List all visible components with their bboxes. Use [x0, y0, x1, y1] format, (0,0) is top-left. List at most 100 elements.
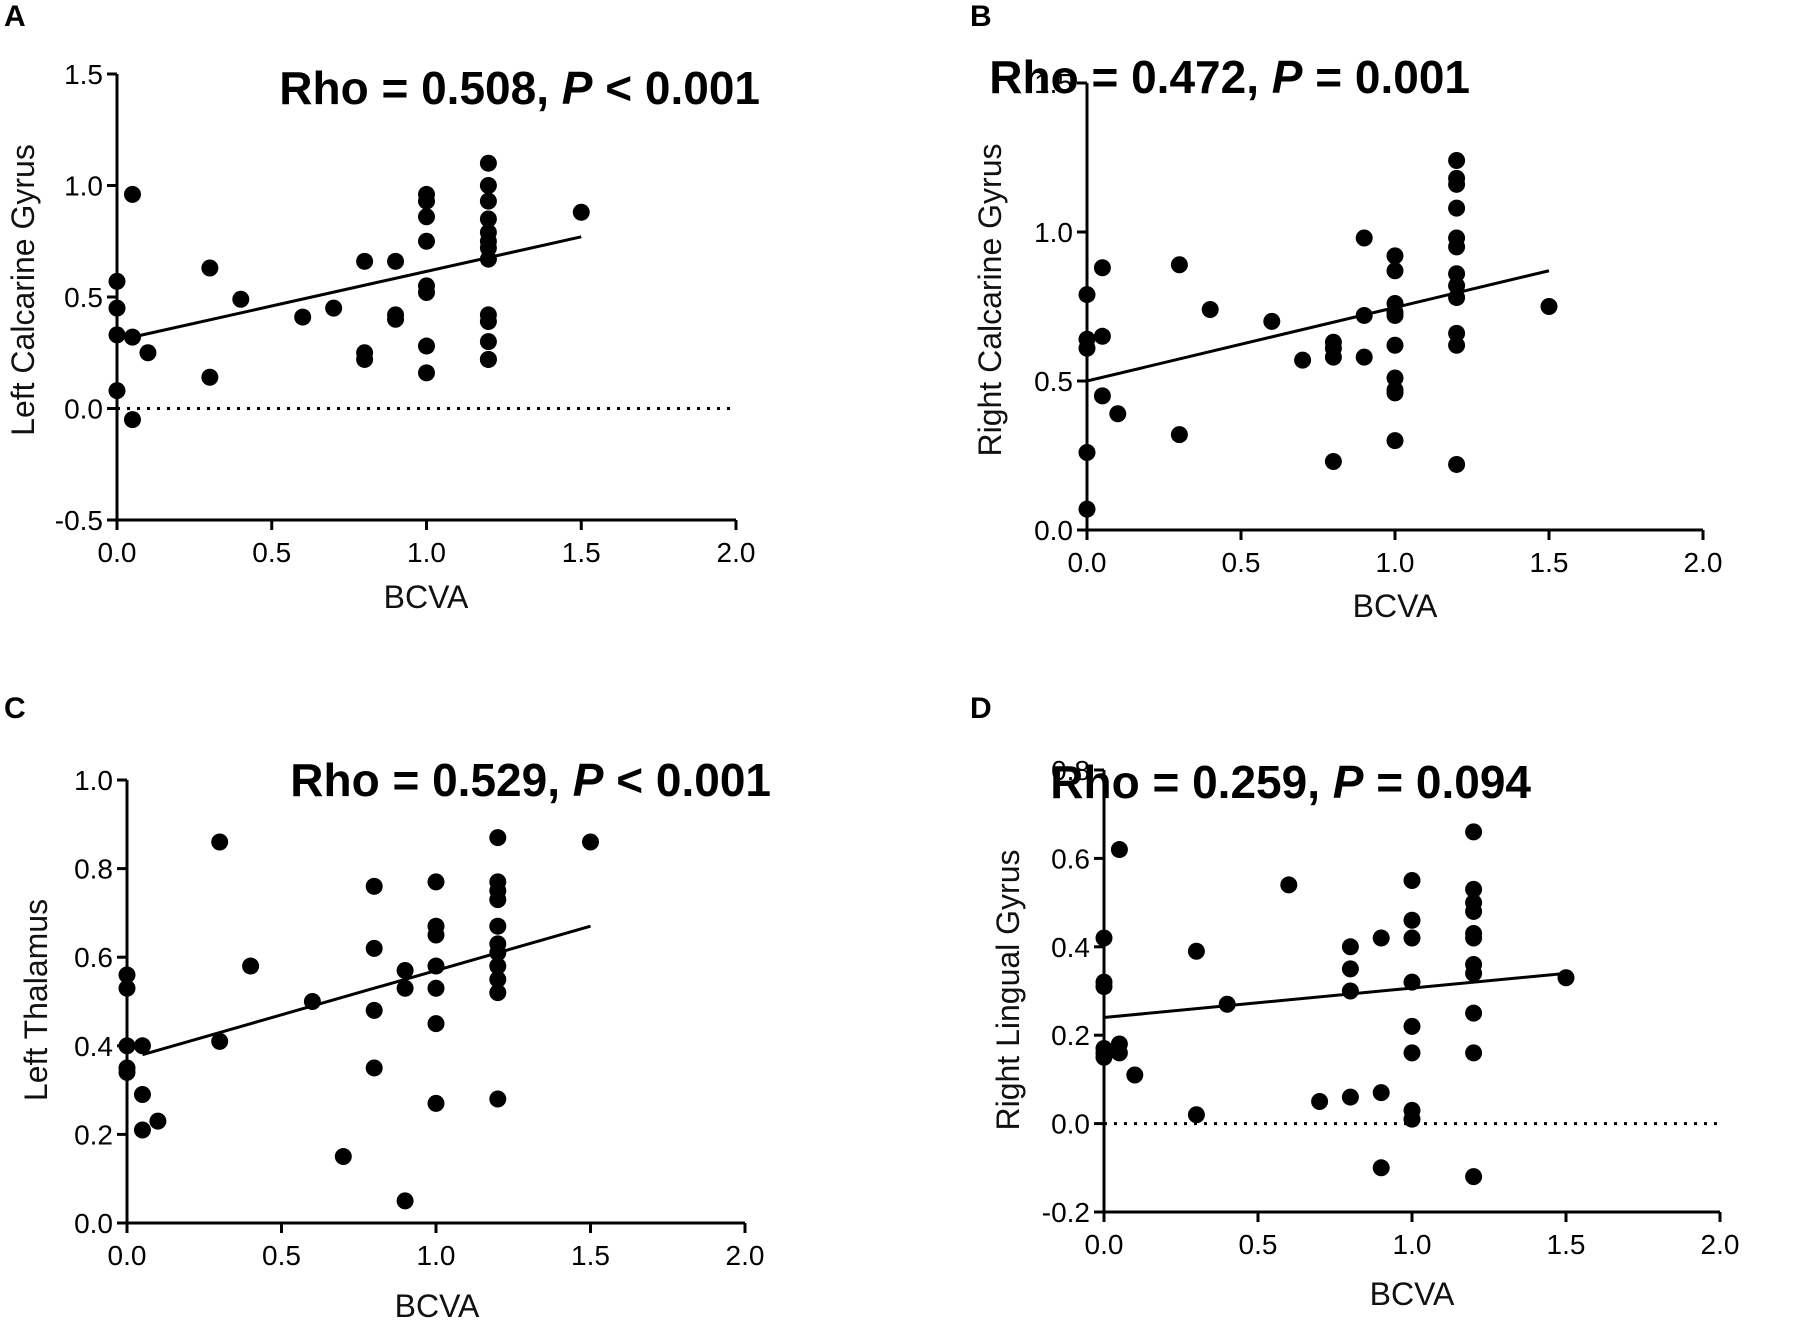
panel-c-data-point: [582, 833, 599, 851]
panel-a-data-point: [356, 350, 374, 368]
panel-c-data-point: [489, 917, 507, 935]
panel-d-data-point: [1187, 942, 1205, 960]
panel-a-x-tick-label: 0.0: [98, 537, 137, 568]
panel-b-y-axis-title: Right Calcarine Gyrus: [972, 144, 1008, 457]
panel-b-data-point: [1324, 452, 1342, 470]
panel-b-data-point: [1448, 199, 1466, 217]
panel-b-data-point: [1355, 229, 1373, 247]
panel-d-y-axis-title: Right Lingual Gyrus: [990, 849, 1026, 1130]
panel-a-x-tick-label: 2.0: [717, 537, 756, 568]
panel-d-y-tick-label: 0.2: [1051, 1020, 1090, 1051]
panel-b-data-point: [1170, 256, 1188, 274]
panel-b-data-point: [1448, 277, 1466, 295]
panel-b-y-tick-label: 0.5: [1034, 366, 1073, 397]
panel-d-y-tick-label: -0.2: [1042, 1197, 1090, 1228]
panel-b-data-point: [1093, 327, 1111, 345]
panel-d-fit-line: [1103, 971, 1567, 1020]
panel-b-data-point: [1263, 312, 1281, 330]
panel-c-data-point: [489, 944, 507, 962]
panel-c-data-point: [427, 979, 445, 997]
panel-b-y-tick-label: 1.0: [1034, 217, 1073, 248]
panel-d-data-point: [1465, 1168, 1483, 1186]
panel-c: C Rho = 0.529, P < 0.001 0.0 0.2 0.4 0.6 0.8 1.…: [4, 692, 771, 1324]
panel-d-data-point: [1403, 929, 1421, 947]
panel-a-y-tick-label: 0.5: [64, 282, 103, 313]
panel-d-x-tick-label: 0.5: [1239, 1229, 1278, 1260]
panel-a-data-point: [201, 259, 219, 277]
panel-c-data-point: [303, 993, 321, 1010]
panel-c-x-tick-label: 2.0: [726, 1240, 765, 1271]
panel-c-x-axis-title: BCVA: [395, 1288, 480, 1324]
panel-a-data-point: [418, 208, 435, 226]
panel-a-stat-p: P: [562, 62, 593, 114]
panel-d-x-axis-title: BCVA: [1370, 1276, 1455, 1312]
panel-d-data-point: [1110, 1044, 1128, 1062]
panel-c-data-point: [489, 970, 507, 988]
panel-c-stat-value: < 0.001: [603, 754, 771, 806]
panel-c-x-tick-label: 1.5: [571, 1240, 610, 1271]
panel-a-data-point: [387, 310, 405, 328]
panel-d-data-point: [1372, 1159, 1390, 1177]
panel-d-data-point: [1095, 929, 1113, 947]
panel-b-data-point: [1078, 444, 1096, 462]
panel-c-data-point: [427, 873, 445, 891]
panel-b-y-tick-label: 1.5: [1034, 68, 1073, 99]
panel-a-data-point: [418, 337, 435, 355]
panel-d-stat-rho: Rho = 0.259,: [1050, 756, 1333, 808]
panel-b-data-point: [1448, 336, 1466, 354]
panel-b-fit-line: [1086, 269, 1550, 383]
panel-c-data-point: [149, 1112, 167, 1130]
panel-b-x-tick-label: 0.0: [1068, 547, 1107, 578]
panel-b-data-point: [1355, 348, 1373, 366]
panel-b-data-point: [1386, 306, 1404, 324]
panel-a-data-point: [418, 284, 435, 302]
panel-a-y-tick-label: 0.0: [64, 394, 103, 425]
panel-c-data-point: [489, 891, 507, 909]
panel-d-stat-value: = 0.094: [1363, 756, 1531, 808]
panel-c-data-point: [396, 961, 414, 979]
panel-c-stat-rho: Rho = 0.529,: [290, 754, 573, 806]
panel-b-data-point: [1078, 500, 1096, 518]
panel-d-data-point: [1372, 1084, 1390, 1102]
panel-d-y-tick-label: 0.8: [1051, 755, 1090, 786]
panel-a-data-point: [479, 350, 497, 368]
panel-b-stat-value: = 0.001: [1302, 51, 1470, 103]
panel-d-x-tick-label: 1.0: [1393, 1229, 1432, 1260]
panel-a-data-point: [418, 364, 435, 382]
panel-c-x-tick-label: 1.0: [417, 1240, 456, 1271]
panel-d-data-point: [1126, 1066, 1144, 1084]
panel-a-data-point: [418, 192, 435, 210]
panel-a-data-point: [325, 299, 343, 317]
panel-b-data-point: [1355, 306, 1373, 324]
panel-a-x-axis-title: BCVA: [384, 579, 469, 615]
panel-b-x-tick-label: 1.0: [1376, 547, 1415, 578]
panel-d-data-point: [1187, 1106, 1205, 1124]
panel-c-y-tick-label: 0.4: [74, 1031, 113, 1062]
panel-a-y-tick-label: 1.0: [64, 171, 103, 202]
panel-c-data-point: [427, 957, 445, 975]
panel-a-data-point: [108, 326, 126, 344]
panel-b-x-axis-title: BCVA: [1353, 588, 1438, 624]
panel-b-data-point: [1448, 289, 1466, 307]
panel-d-x-tick-label: 2.0: [1701, 1229, 1740, 1260]
panel-a-stat: Rho = 0.508, P < 0.001: [279, 62, 760, 114]
panel-a-y-tick-label: -0.5: [55, 505, 103, 536]
panel-d-y-tick-label: 0.4: [1051, 932, 1090, 963]
panel-d-data-point: [1403, 911, 1421, 929]
panel-c-data-point: [133, 1121, 151, 1139]
panel-b-data-point: [1201, 300, 1219, 318]
panel-c-letter: C: [4, 692, 26, 725]
panel-b-data-point: [1386, 247, 1404, 265]
panel-c-data-point: [489, 1090, 507, 1108]
panel-d-data-point: [1341, 960, 1359, 978]
panel-c-data-point: [427, 1094, 445, 1112]
panel-d-data-point: [1403, 1017, 1421, 1035]
panel-c-data-point: [211, 833, 229, 851]
panel-a-letter: A: [4, 0, 26, 33]
panel-c-data-point: [365, 877, 383, 895]
panel-a-data-point: [123, 411, 141, 429]
panel-d-data-point: [1095, 1048, 1113, 1066]
panel-a-data-point: [572, 203, 590, 221]
